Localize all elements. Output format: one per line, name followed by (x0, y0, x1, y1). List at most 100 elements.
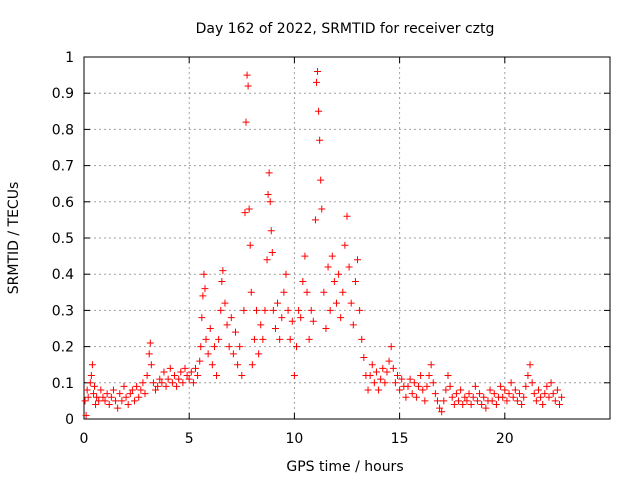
data-point (276, 335, 284, 343)
data-point (488, 397, 496, 405)
data-point (553, 386, 561, 394)
data-point (345, 263, 353, 271)
data-point (245, 205, 253, 213)
data-point (231, 328, 239, 336)
data-point (473, 397, 481, 405)
data-point (200, 270, 208, 278)
data-point (88, 361, 96, 369)
data-point (229, 350, 237, 358)
data-point (427, 361, 435, 369)
data-point (305, 335, 313, 343)
data-point (160, 368, 168, 376)
y-tick-label: 0 (65, 412, 74, 428)
data-point (309, 317, 317, 325)
data-point (549, 390, 557, 398)
data-point (534, 386, 542, 394)
data-point (455, 397, 463, 405)
data-point (307, 306, 315, 314)
data-point (162, 382, 170, 390)
data-point (82, 411, 90, 419)
data-point (339, 288, 347, 296)
data-point (423, 382, 431, 390)
data-point (297, 314, 305, 322)
data-point (520, 393, 528, 401)
data-point (471, 382, 479, 390)
data-point (354, 256, 362, 264)
data-point (278, 314, 286, 322)
data-point (318, 205, 326, 213)
data-point (282, 270, 290, 278)
data-point (398, 375, 406, 383)
data-point (425, 372, 433, 380)
data-point (92, 401, 100, 409)
data-point (248, 361, 256, 369)
data-point (476, 390, 484, 398)
data-point (198, 314, 206, 322)
data-point (257, 321, 265, 329)
data-point (482, 404, 490, 412)
y-tick-label: 0.3 (52, 303, 74, 319)
data-point (116, 390, 124, 398)
data-point (89, 390, 97, 398)
data-point (217, 306, 225, 314)
data-point (436, 404, 444, 412)
data-point (486, 386, 494, 394)
data-point (446, 382, 454, 390)
data-point (381, 379, 389, 387)
y-tick-label: 0.5 (52, 231, 74, 247)
data-point (241, 209, 249, 217)
data-point (377, 375, 385, 383)
data-point (253, 306, 261, 314)
y-tick-label: 0.8 (52, 122, 74, 138)
data-point (189, 379, 197, 387)
data-point (265, 169, 273, 177)
data-point (358, 335, 366, 343)
data-point (201, 285, 209, 293)
data-point (133, 382, 141, 390)
data-point (478, 401, 486, 409)
data-point (431, 390, 439, 398)
data-point (516, 390, 524, 398)
data-point (524, 372, 532, 380)
y-tick-label: 0.7 (52, 159, 74, 175)
data-point (242, 118, 250, 126)
data-point (247, 288, 255, 296)
data-point (518, 401, 526, 409)
data-point (507, 379, 515, 387)
data-point (322, 325, 330, 332)
data-point (280, 288, 288, 296)
data-point (412, 393, 420, 401)
x-tick-label: 0 (80, 431, 89, 447)
data-point (204, 350, 212, 358)
data-point (402, 393, 410, 401)
data-point (461, 393, 469, 401)
data-point (311, 216, 319, 224)
data-points (81, 67, 566, 419)
data-point (370, 379, 378, 387)
data-point (149, 379, 157, 387)
data-point (84, 393, 92, 401)
data-point (154, 382, 162, 390)
data-point (509, 393, 517, 401)
data-point (415, 382, 423, 390)
data-point (128, 386, 136, 394)
data-point (135, 393, 143, 401)
data-point (219, 267, 227, 275)
data-point (463, 397, 471, 405)
data-point (107, 393, 115, 401)
data-point (421, 397, 429, 405)
data-point (91, 382, 99, 390)
data-point (264, 191, 272, 199)
data-point (501, 386, 509, 394)
data-point (503, 397, 511, 405)
data-point (335, 270, 343, 278)
data-point (438, 408, 446, 416)
data-point (303, 288, 311, 296)
data-point (537, 393, 545, 401)
axis-ticks: 00.10.20.30.40.50.60.70.80.910 5 10 15 20 (52, 50, 610, 447)
data-point (255, 350, 263, 358)
data-point (450, 401, 458, 409)
data-point (343, 212, 351, 220)
data-point (314, 67, 322, 75)
data-point (181, 364, 189, 372)
